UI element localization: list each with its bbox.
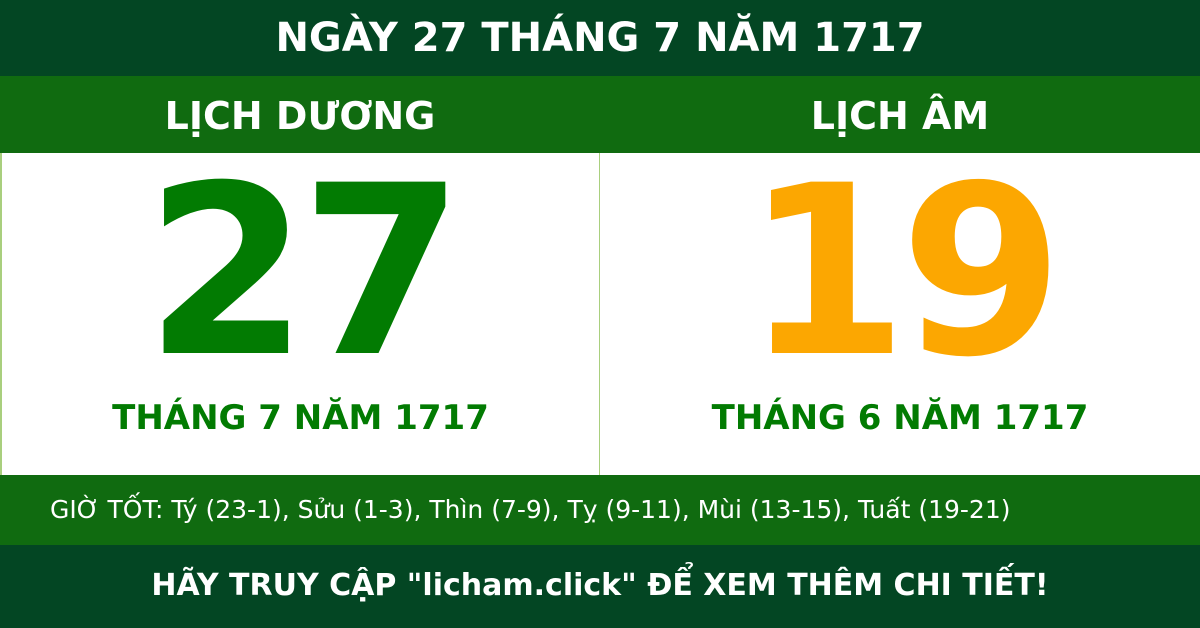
lunar-column: 19 THÁNG 6 NĂM 1717	[600, 153, 1200, 475]
lunar-calendar-label: LỊCH ÂM	[810, 94, 990, 138]
calendar-headers: LỊCH DƯƠNG LỊCH ÂM	[0, 76, 1200, 153]
calendar-body: 27 THÁNG 7 NĂM 1717 19 THÁNG 6 NĂM 1717	[0, 153, 1200, 475]
good-hours: GIỜ TỐT: Tý (23-1), Sửu (1-3), Thìn (7-9…	[0, 475, 1200, 545]
solar-month-year: THÁNG 7 NĂM 1717	[112, 398, 489, 438]
solar-column: 27 THÁNG 7 NĂM 1717	[0, 153, 600, 475]
solar-calendar-label: LỊCH DƯƠNG	[164, 94, 436, 138]
footer-cta: HÃY TRUY CẬP "licham.click" ĐỂ XEM THÊM …	[0, 545, 1200, 628]
lunar-month-year: THÁNG 6 NĂM 1717	[711, 398, 1089, 438]
page-title: NGÀY 27 THÁNG 7 NĂM 1717	[0, 0, 1200, 76]
solar-day: 27	[144, 136, 464, 409]
lunar-day: 19	[744, 136, 1063, 409]
